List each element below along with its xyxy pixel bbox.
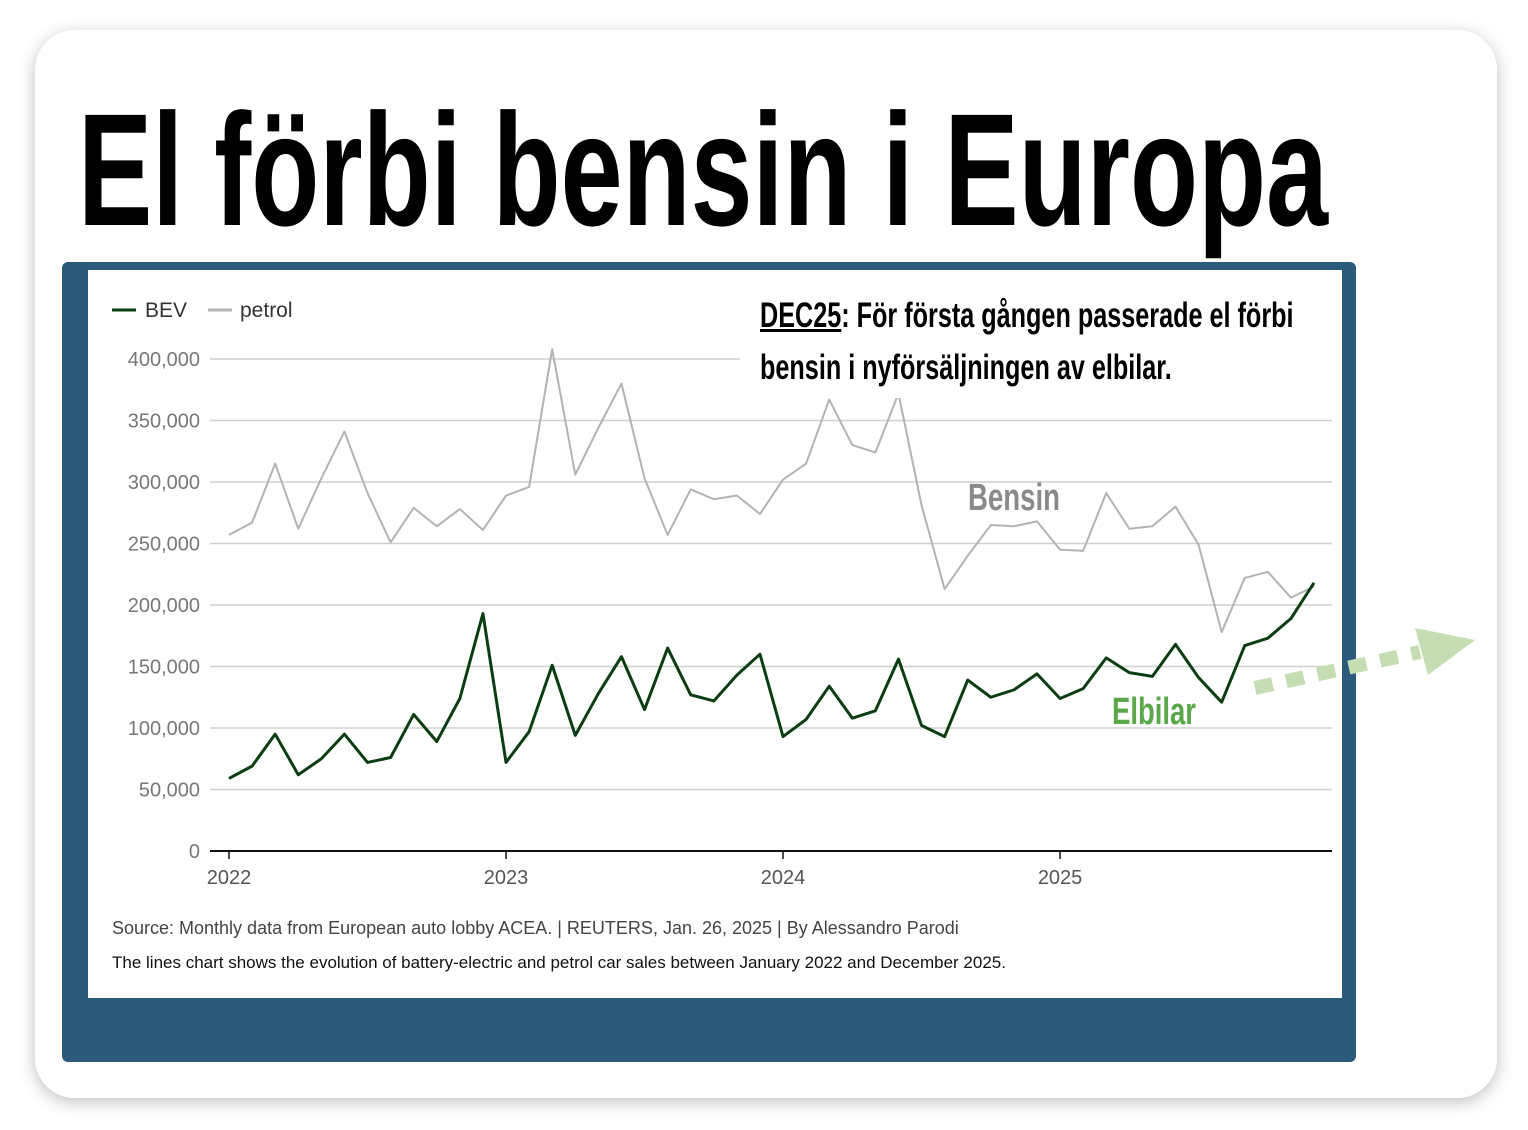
y-tick-label: 400,000 (128, 349, 200, 371)
x-tick-label: 2023 (484, 867, 529, 889)
petrol-label: Bensin (968, 477, 1060, 519)
y-tick-label: 200,000 (128, 595, 200, 617)
source: Source: Monthly data from European auto … (112, 918, 959, 938)
series-line (228, 582, 1316, 780)
bev-label: Elbilar (1112, 691, 1196, 733)
caption: The lines chart shows the evolution of b… (112, 953, 1006, 972)
x-tick-label: 2022 (207, 867, 252, 889)
annotation-label: DEC25 (760, 296, 842, 335)
slide-title: El förbi bensin i Europa (78, 80, 1329, 259)
y-tick-label: 350,000 (128, 411, 200, 433)
series-line (228, 348, 1315, 634)
annotation-box (740, 272, 1342, 398)
legend-label: petrol (240, 299, 293, 322)
y-tick-label: 100,000 (128, 718, 200, 740)
y-tick-label: 0 (189, 841, 200, 863)
y-tick-label: 50,000 (139, 780, 200, 802)
annotation: DEC25: För första gången passerade el fö… (760, 290, 1314, 394)
y-tick-label: 150,000 (128, 657, 200, 679)
legend-label: BEV (145, 299, 187, 322)
x-tick-label: 2024 (761, 867, 806, 889)
annotation-text: : För första gången passerade el förbi b… (760, 296, 1294, 387)
x-tick-label: 2025 (1038, 867, 1083, 889)
arrow (1253, 645, 1422, 695)
y-tick-label: 300,000 (128, 472, 200, 494)
y-tick-label: 250,000 (128, 534, 200, 556)
arrow-head (1415, 628, 1475, 675)
